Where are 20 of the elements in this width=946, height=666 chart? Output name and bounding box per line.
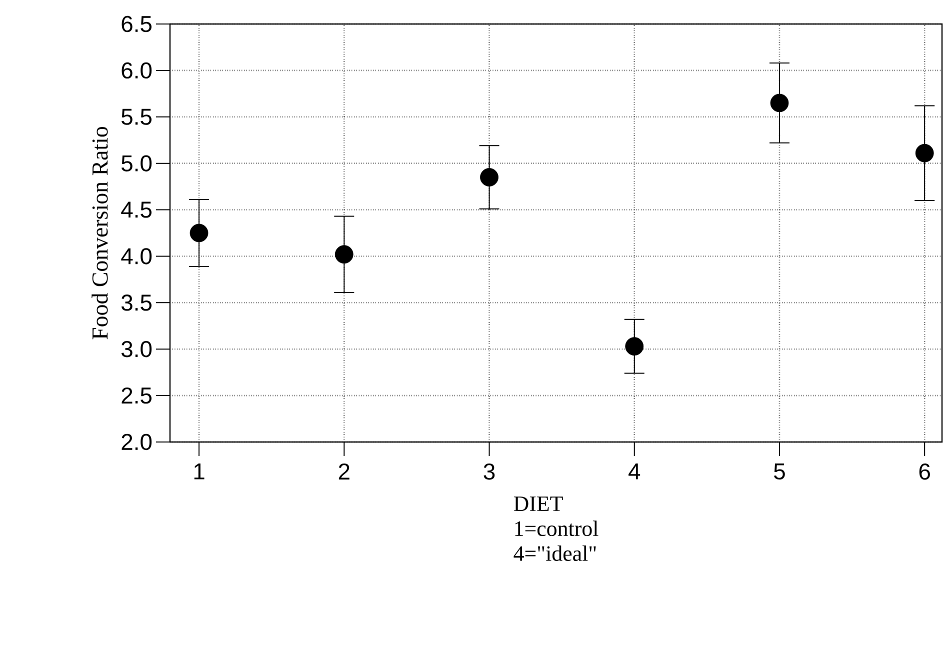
x-axis-title: DIET [514,496,563,511]
text: 1=control [515,520,598,536]
y-tick-label: 4.0 [121,248,152,264]
x-tick-label: 3 [484,464,495,480]
y-tick-label: 5.0 [122,155,152,172]
text: 4="ideal" [514,546,596,561]
y-tick-label: 6.0 [122,62,152,79]
x-tick-label: 4 [628,464,640,480]
y-tick-label: 4.5 [121,202,152,218]
y-tick-label: 6.5 [122,16,152,32]
x-tick-label: 2 [338,464,350,480]
y-axis-title: Food Conversion Ratio [92,126,108,340]
x-tick-label: 5 [774,464,785,480]
y-tick-label: 2.0 [122,434,152,450]
y-tick-label: 3.0 [122,340,152,358]
y-tick-label: 3.5 [122,294,152,311]
x-tick-label: 1 [194,464,204,480]
x-tick-label: 6 [919,464,930,480]
y-tick-label: 2.5 [122,387,152,404]
y-tick-label: 5.5 [122,108,152,125]
